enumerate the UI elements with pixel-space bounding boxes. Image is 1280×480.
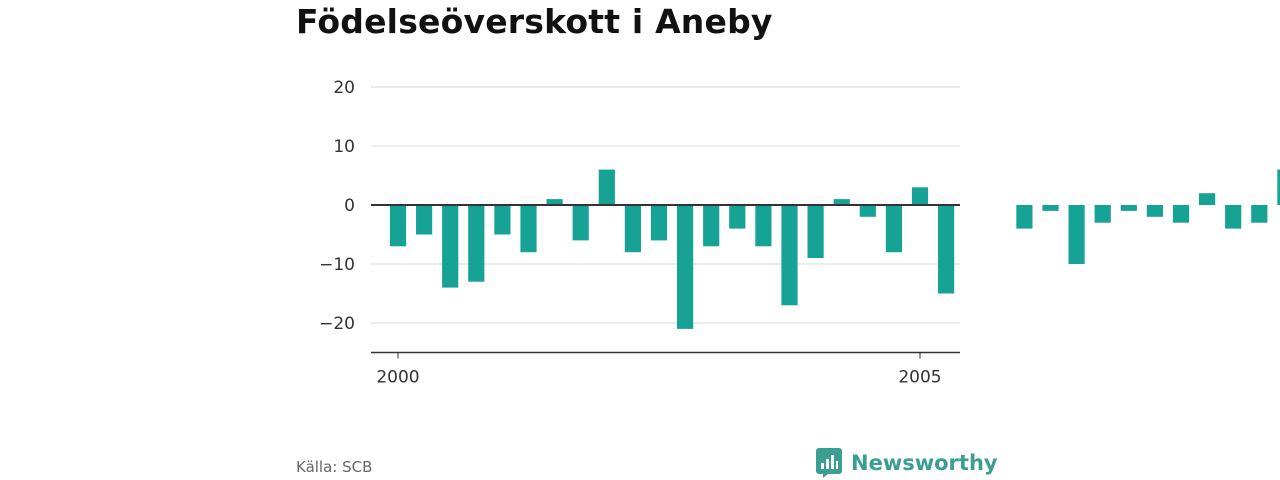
bar	[833, 199, 850, 205]
bar	[859, 205, 876, 217]
bar	[1251, 205, 1268, 223]
bar	[442, 205, 459, 288]
bar	[598, 169, 615, 205]
bar	[1225, 205, 1242, 229]
bar	[624, 205, 641, 253]
y-tick-label: 20	[333, 78, 355, 98]
bar	[1199, 193, 1216, 205]
page-title: Födelseöverskott i Aneby	[296, 2, 773, 41]
bar	[494, 205, 511, 235]
bar	[938, 205, 955, 294]
source-label: Källa: SCB	[296, 458, 373, 476]
bar	[911, 187, 929, 205]
bar	[1094, 205, 1111, 223]
newsworthy-bar-chart-logo-icon	[816, 448, 842, 478]
bar	[703, 205, 720, 247]
bar	[468, 205, 485, 282]
bar	[416, 205, 433, 235]
y-tick-label: −10	[319, 255, 355, 275]
bar	[546, 199, 563, 205]
bar	[1172, 205, 1190, 223]
bar	[677, 205, 694, 329]
bar	[520, 205, 537, 253]
bar	[755, 205, 772, 247]
bar	[1068, 205, 1085, 264]
bar	[807, 205, 824, 259]
y-tick-label: −20	[319, 314, 355, 334]
bar	[1016, 205, 1033, 229]
x-axis-ticks: 200020052010201520202025	[376, 352, 942, 388]
brand-name: Newsworthy	[851, 451, 998, 475]
y-axis-tick-labels: 20 10 0 −10 −20	[319, 78, 355, 334]
bar	[1042, 205, 1059, 211]
bar	[729, 205, 746, 229]
bar	[389, 205, 407, 247]
bar	[1146, 205, 1163, 217]
bar	[781, 205, 798, 306]
bar	[1120, 205, 1137, 211]
y-tick-label: 10	[333, 137, 355, 157]
x-tick-label: 2005	[898, 368, 941, 388]
brand: Newsworthy	[816, 448, 998, 478]
bar	[572, 205, 589, 241]
bars	[389, 169, 1280, 329]
bar	[650, 205, 668, 241]
y-tick-label: 0	[344, 196, 355, 216]
x-tick-label: 2000	[376, 368, 419, 388]
bar	[1277, 169, 1280, 205]
bar	[885, 205, 902, 253]
